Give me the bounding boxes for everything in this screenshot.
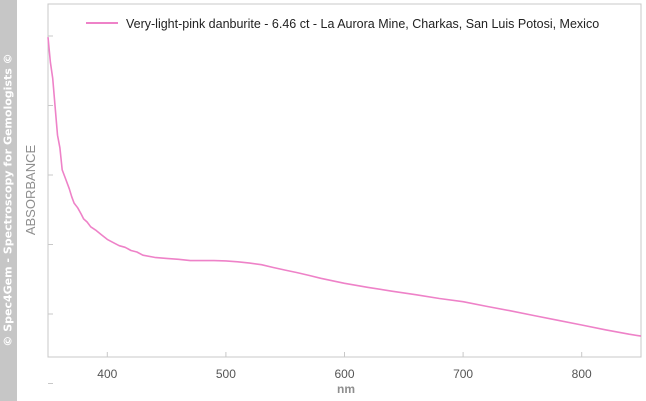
x-axis-label: nm — [337, 382, 355, 396]
x-tick-label-700: 700 — [453, 367, 473, 381]
plot-area — [47, 3, 642, 358]
series-line-0 — [47, 37, 642, 337]
series-layer — [47, 37, 642, 337]
y-axis-ticks — [48, 35, 53, 384]
y-axis-label: ABSORBANCE — [23, 145, 38, 236]
x-tick-label-800: 800 — [572, 367, 592, 381]
x-axis-ticks — [106, 352, 583, 357]
watermark-strip: © Spec4Gem - Spectroscopy for Gemologist… — [0, 0, 17, 401]
x-tick-label-600: 600 — [334, 367, 354, 381]
legend: Very-light-pink danburite - 6.46 ct - La… — [86, 17, 599, 31]
x-tick-label-500: 500 — [216, 367, 236, 381]
x-tick-label-400: 400 — [97, 367, 117, 381]
x-axis-tick-labels: 400 500 600 700 800 — [97, 367, 592, 381]
legend-entry-label: Very-light-pink danburite - 6.46 ct - La… — [126, 17, 599, 31]
